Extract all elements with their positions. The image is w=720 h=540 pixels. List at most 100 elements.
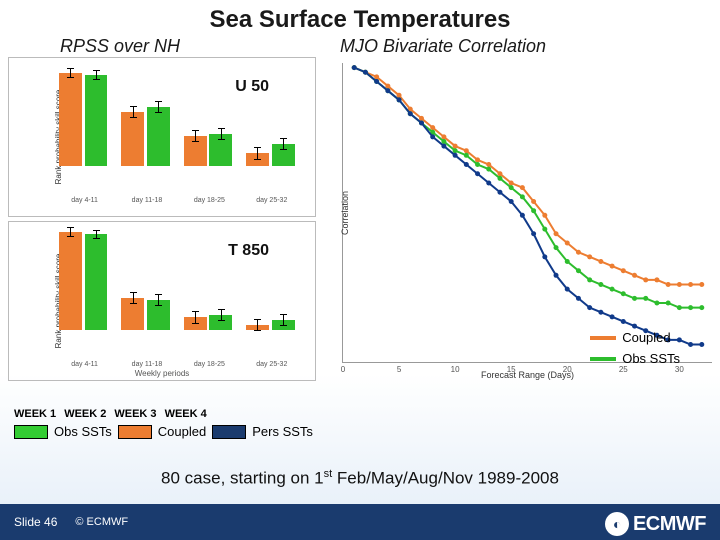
line-coupled	[354, 68, 702, 285]
bar-green	[85, 75, 108, 165]
marker-obs	[632, 296, 637, 301]
marker-coupled	[531, 199, 536, 204]
marker-obs	[464, 153, 469, 158]
marker-pers	[688, 342, 693, 347]
marker-coupled	[509, 181, 514, 186]
xtick: 20	[563, 365, 572, 374]
marker-pers	[699, 342, 704, 347]
marker-obs	[610, 287, 615, 292]
week1: WEEK 1	[14, 408, 56, 420]
marker-pers	[374, 79, 379, 84]
marker-coupled	[587, 254, 592, 259]
box-coupled	[118, 425, 152, 439]
line-pers	[354, 68, 702, 345]
bar-group: day 4-11	[56, 232, 113, 354]
marker-pers	[587, 305, 592, 310]
marker-pers	[441, 144, 446, 149]
error-bar	[158, 294, 159, 306]
footer-org: © ECMWF	[75, 516, 128, 528]
marker-coupled	[441, 134, 446, 139]
marker-pers	[408, 111, 413, 116]
xtick: 5	[397, 365, 401, 374]
panel-label-t850: T 850	[222, 240, 275, 262]
line-xlabel: Forecast Range (Days)	[481, 370, 574, 380]
slide-number: Slide 46	[14, 515, 57, 529]
error-bar	[195, 311, 196, 323]
legend-coupled-label: Coupled	[622, 330, 670, 345]
marker-coupled	[565, 241, 570, 246]
marker-pers	[397, 97, 402, 102]
legend-coupled: Coupled	[590, 330, 680, 345]
left-column: U 50 Rank probability skill score day 4-…	[8, 57, 316, 381]
marker-coupled	[610, 264, 615, 269]
marker-coupled	[475, 157, 480, 162]
marker-pers	[475, 171, 480, 176]
marker-pers	[632, 324, 637, 329]
marker-pers	[621, 319, 626, 324]
marker-obs	[565, 259, 570, 264]
marker-obs	[531, 208, 536, 213]
marker-obs	[542, 227, 547, 232]
marker-obs	[486, 167, 491, 172]
marker-coupled	[486, 162, 491, 167]
marker-pers	[509, 199, 514, 204]
marker-coupled	[699, 282, 704, 287]
marker-coupled	[654, 277, 659, 282]
marker-pers	[576, 296, 581, 301]
xtick: 0	[341, 365, 345, 374]
marker-pers	[419, 121, 424, 126]
error-bar	[158, 101, 159, 113]
marker-pers	[430, 134, 435, 139]
error-bar	[96, 70, 97, 80]
caption-sup: st	[324, 468, 333, 480]
xlabel-t850: Weekly periods	[135, 369, 190, 378]
error-bar	[70, 227, 71, 237]
line-svg	[343, 63, 713, 363]
subtitle-right: MJO Bivariate Correlation	[340, 36, 700, 57]
marker-obs	[666, 301, 671, 306]
caption: 80 case, starting on 1st Feb/May/Aug/Nov…	[0, 468, 720, 489]
swatch-obs	[590, 357, 616, 361]
xtick: 10	[451, 365, 460, 374]
error-bar	[70, 68, 71, 78]
bar-orange	[59, 73, 82, 166]
panel-t850: T 850 Rank probability skill score day 4…	[8, 221, 316, 381]
marker-pers	[453, 153, 458, 158]
marker-coupled	[464, 148, 469, 153]
marker-pers	[565, 287, 570, 292]
box-row: Obs SSTs Coupled Pers SSTs	[14, 424, 313, 439]
marker-pers	[531, 231, 536, 236]
error-bar	[195, 130, 196, 142]
line-chart: Correlation Forecast Range (Days) 051015…	[342, 63, 712, 363]
marker-pers	[520, 213, 525, 218]
error-bar	[133, 106, 134, 118]
subtitles-row: RPSS over NH MJO Bivariate Correlation	[0, 34, 720, 57]
logo-text: ECMWF	[633, 513, 706, 536]
marker-obs	[475, 162, 480, 167]
bar-group: day 11-18	[118, 232, 175, 354]
box-obs	[14, 425, 48, 439]
marker-obs	[621, 291, 626, 296]
swatch-coupled	[590, 336, 616, 340]
marker-obs	[598, 282, 603, 287]
box-pers	[212, 425, 246, 439]
error-bar	[221, 309, 222, 321]
marker-coupled	[643, 277, 648, 282]
marker-obs	[699, 305, 704, 310]
error-bar	[221, 128, 222, 140]
marker-coupled	[666, 282, 671, 287]
legend-obs-label: Obs SSTs	[622, 351, 680, 366]
subtitle-left: RPSS over NH	[60, 36, 340, 57]
marker-pers	[542, 254, 547, 259]
bar-xlabel: day 11-18	[118, 361, 175, 368]
marker-pers	[598, 310, 603, 315]
error-bar	[96, 230, 97, 240]
week4: WEEK 4	[165, 408, 207, 420]
marker-coupled	[520, 185, 525, 190]
week-row: WEEK 1 WEEK 2 WEEK 3 WEEK 4	[14, 408, 313, 420]
week2: WEEK 2	[64, 408, 106, 420]
marker-obs	[453, 148, 458, 153]
week3: WEEK 3	[114, 408, 156, 420]
bar-xlabel: day 4-11	[56, 361, 113, 368]
caption-b: Feb/May/Aug/Nov 1989-2008	[332, 469, 559, 488]
